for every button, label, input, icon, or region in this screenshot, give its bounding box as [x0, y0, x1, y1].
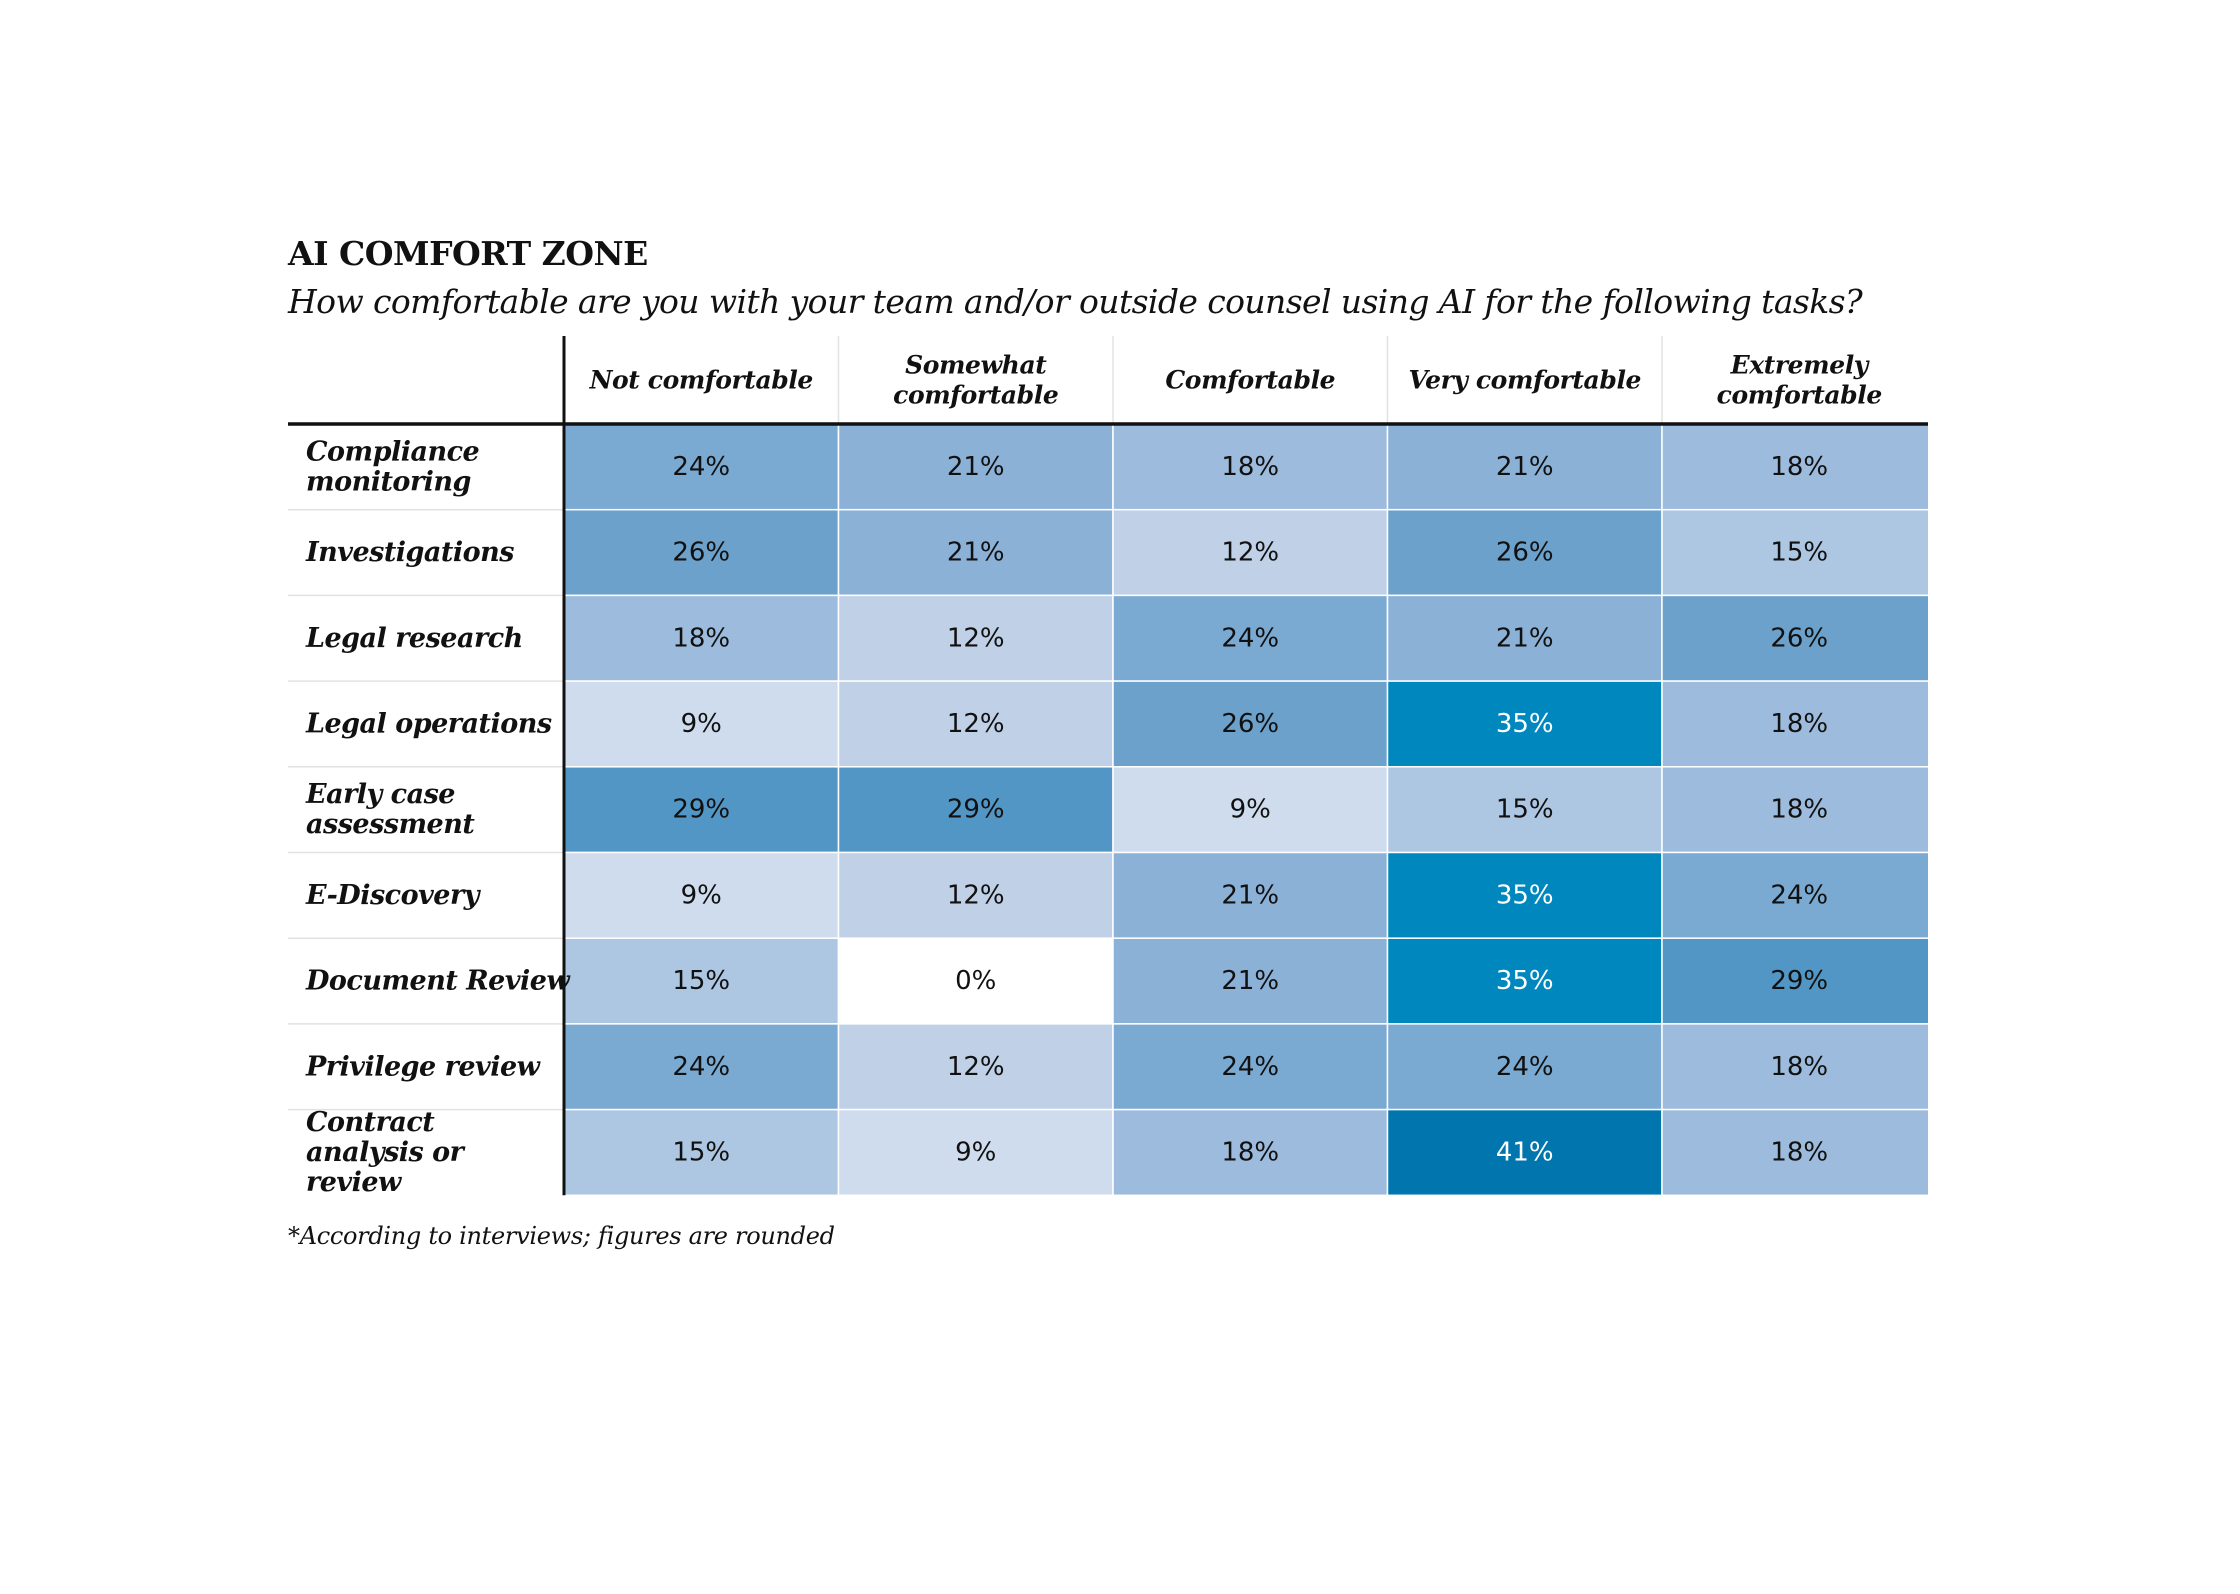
cell-value-label: 12% [947, 709, 1005, 739]
cell-value-label: 29% [672, 795, 730, 825]
heatmap-cell [1386, 937, 1663, 1025]
heatmap-cell [1386, 766, 1663, 854]
heatmap-cell [1386, 594, 1663, 682]
cell-value-label: 18% [1770, 1137, 1828, 1167]
heatmap-cell [563, 1023, 840, 1111]
cell-value-label: 35% [1496, 880, 1554, 910]
row-header-early-case-assessment: Early case assessment [305, 779, 475, 840]
heatmap-cell [1386, 423, 1663, 511]
heatmap-cell [563, 851, 840, 939]
cell-value-label: 21% [1221, 880, 1279, 910]
cell-value-label: 18% [1221, 452, 1279, 482]
column-header-somewhat-comfortable: Somewhat comfortable [893, 351, 1058, 410]
cell-value-label: 9% [955, 1137, 996, 1167]
cell-value-label: 12% [947, 623, 1005, 653]
heatmap-cell [837, 508, 1114, 597]
heatmap-cell [1661, 851, 1928, 939]
cell-value-label: 9% [1230, 795, 1271, 825]
cell-value-label: 18% [1770, 1052, 1828, 1082]
cell-value-label: 41% [1496, 1137, 1554, 1167]
cell-value-label: 21% [1496, 452, 1554, 482]
chart-title: AI COMFORT ZONE [288, 234, 648, 273]
column-header-very-comfortable: Very comfortable [1408, 366, 1641, 395]
cell-value-label: 15% [672, 1137, 730, 1167]
row-header-legal-operations: Legal operations [305, 708, 552, 739]
heatmap-cell [1112, 766, 1389, 854]
cell-value-label: 35% [1496, 709, 1554, 739]
cell-value-label: 12% [947, 880, 1005, 910]
row-header-privilege-review: Privilege review [305, 1051, 542, 1082]
cell-value-label: 21% [1496, 623, 1554, 653]
heatmap-cell [1661, 594, 1928, 682]
cell-value-label: 26% [672, 538, 730, 568]
heatmap-cell [563, 423, 840, 511]
row-header-document-review: Document Review [305, 966, 571, 997]
heatmap-svg: 24% 21% 18% 21% 18% 26% 21% 12% 26% 15% 18% 12% 24% 2… [288, 336, 1928, 1196]
heatmap-cell [1661, 1023, 1928, 1111]
heatmap-cell [837, 937, 1114, 1025]
cell-value-label: 15% [672, 966, 730, 996]
cell-value-label: 18% [1770, 709, 1828, 739]
cell-value-label: 24% [1496, 1052, 1554, 1082]
heatmap-cell [1112, 1108, 1389, 1196]
cell-value-label: 21% [1221, 966, 1279, 996]
heatmap-cell [1386, 1108, 1663, 1196]
cell-value-label: 9% [681, 880, 722, 910]
heatmap-cell [1661, 423, 1928, 511]
heatmap-cell [837, 1023, 1114, 1111]
cell-value-label: 29% [947, 795, 1005, 825]
heatmap-cell [1661, 1108, 1928, 1196]
row-header-legal-research: Legal research [305, 623, 523, 654]
heatmap-cell [1661, 937, 1928, 1025]
cell-value-label: 18% [1770, 795, 1828, 825]
cell-value-label: 18% [1221, 1137, 1279, 1167]
heatmap-cell [837, 766, 1114, 854]
cell-value-label: 24% [672, 452, 730, 482]
column-header-extremely-comfortable: Extremely comfortable [1717, 351, 1882, 410]
column-header-comfortable: Comfortable [1165, 366, 1335, 395]
heatmap-cell [1661, 508, 1928, 597]
row-header-contract-analysis-or-review: Contract analysis or review [306, 1107, 466, 1196]
cell-value-label: 26% [1221, 709, 1279, 739]
cell-value-label: 35% [1496, 966, 1554, 996]
cell-value-label: 24% [1221, 623, 1279, 653]
heatmap: 24% 21% 18% 21% 18% 26% 21% 12% 26% 15% 18% 12% 24% 2… [288, 336, 1928, 1196]
heatmap-cell [1661, 766, 1928, 854]
cell-value-label: 18% [1770, 452, 1828, 482]
footnote: *According to interviews; figures are ro… [288, 1222, 835, 1250]
cell-value-label: 29% [1770, 966, 1828, 996]
cell-value-label: 24% [1770, 880, 1828, 910]
row-header-e-discovery: E-Discovery [305, 880, 482, 911]
cell-value-label: 9% [681, 709, 722, 739]
chart-subtitle: How comfortable are you with your team a… [288, 282, 1863, 321]
heatmap-cell [1386, 680, 1663, 768]
heatmap-cell [1112, 594, 1389, 682]
heatmap-cell [1661, 680, 1928, 768]
cell-value-label: 21% [947, 538, 1005, 568]
cell-value-label: 26% [1496, 538, 1554, 568]
cell-value-label: 12% [1221, 538, 1279, 568]
column-header-not-comfortable: Not comfortable [589, 366, 813, 395]
cell-value-label: 18% [672, 623, 730, 653]
cell-value-label: 15% [1770, 538, 1828, 568]
cell-value-label: 0% [955, 966, 996, 996]
cell-value-label: 26% [1770, 623, 1828, 653]
heatmap-cell [837, 1108, 1114, 1196]
cell-value-label: 21% [947, 452, 1005, 482]
heatmap-cell [1386, 1023, 1663, 1111]
cell-value-label: 12% [947, 1052, 1005, 1082]
cell-value-label: 24% [672, 1052, 730, 1082]
heatmap-cell [837, 423, 1114, 511]
cell-value-label: 15% [1496, 795, 1554, 825]
cell-value-label: 24% [1221, 1052, 1279, 1082]
heatmap-cell [563, 766, 840, 854]
row-header-investigations: Investigations [305, 537, 514, 568]
row-header-compliance-monitoring: Compliance monitoring [306, 436, 480, 497]
heatmap-cell [837, 680, 1114, 768]
